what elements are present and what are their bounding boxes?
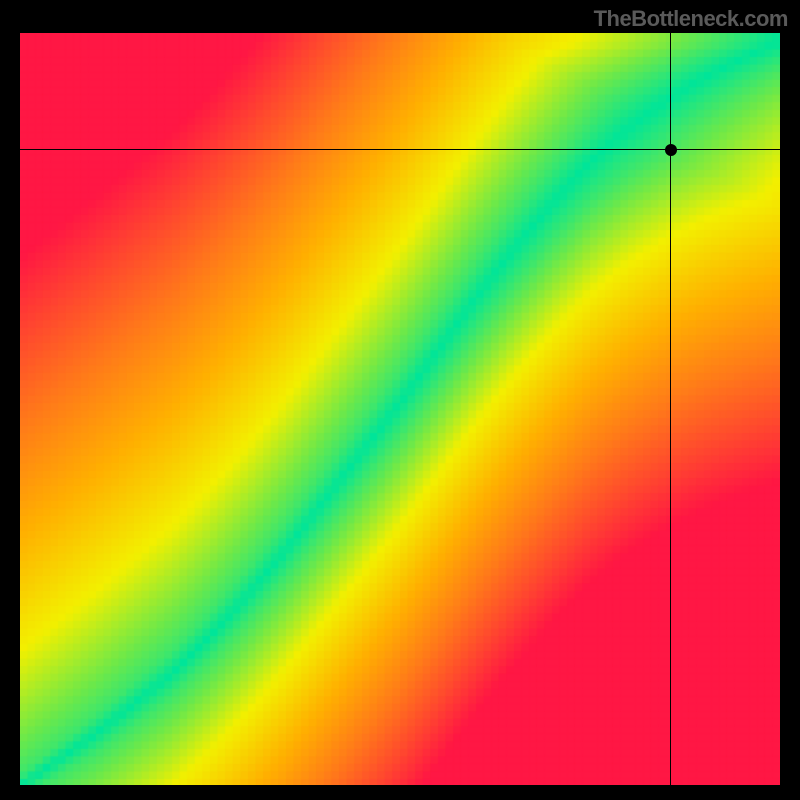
heatmap-plot bbox=[20, 33, 780, 785]
watermark-text: TheBottleneck.com bbox=[594, 6, 788, 32]
viewport: TheBottleneck.com bbox=[0, 0, 800, 800]
crosshair-marker bbox=[665, 144, 677, 156]
